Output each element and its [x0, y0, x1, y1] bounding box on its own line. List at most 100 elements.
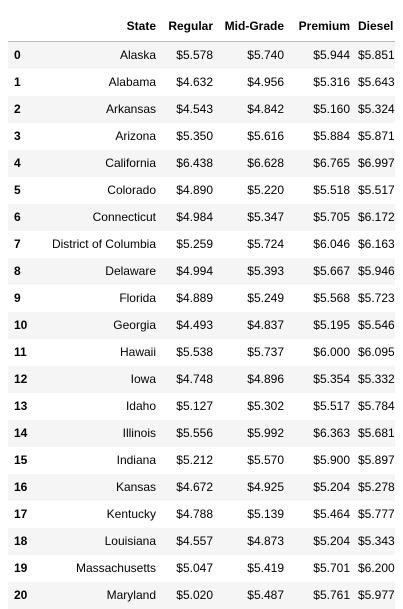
cell-state: Idaho: [125, 399, 156, 413]
table-row: 18 Louisiana $4.557 $4.873 $5.204 $5.343: [8, 527, 395, 555]
table-row: 19 Massachusetts $5.047 $5.419 $5.701 $6.200: [8, 554, 395, 582]
cell-premium: $5.518: [313, 183, 350, 197]
cell-mid-grade: $6.628: [247, 156, 284, 170]
table-row: 15 Indiana $5.212 $5.570 $5.900 $5.897: [8, 446, 395, 474]
table-row: 7 District of Columbia $5.259 $5.724 $6.046 $…: [8, 230, 395, 258]
cell-mid-grade: $5.737: [247, 345, 284, 359]
cell-diesel: $5.546: [358, 318, 395, 332]
cell-diesel: $6.997: [358, 156, 395, 170]
table-row: 1 Alabama $4.632 $4.956 $5.316 $5.643: [8, 68, 395, 96]
cell-mid-grade: $4.837: [247, 318, 284, 332]
table-row: 10 Georgia $4.493 $4.837 $5.195 $5.546: [8, 311, 395, 339]
cell-mid-grade: $5.992: [247, 426, 284, 440]
cell-state: Kentucky: [106, 507, 156, 521]
cell-premium: $5.464: [313, 507, 350, 521]
cell-mid-grade: $4.925: [247, 480, 284, 494]
cell-regular: $4.493: [176, 318, 213, 332]
row-index: 19: [14, 561, 28, 575]
cell-premium: $6.363: [313, 426, 350, 440]
cell-regular: $5.350: [176, 129, 213, 143]
cell-state: Florida: [119, 291, 156, 305]
cell-state: Indiana: [116, 453, 156, 467]
cell-regular: $4.543: [176, 102, 213, 116]
row-index: 1: [14, 75, 21, 89]
cell-regular: $5.212: [176, 453, 213, 467]
row-index: 11: [14, 345, 27, 359]
index-header: [8, 14, 32, 42]
gas-prices-table: State Regular Mid-Grade Premium Diesel 0…: [8, 14, 395, 609]
cell-state: Louisiana: [104, 534, 156, 548]
cell-mid-grade: $5.740: [247, 48, 284, 63]
row-index: 13: [14, 399, 28, 413]
cell-diesel: $6.095: [358, 345, 395, 359]
row-index: 15: [14, 453, 28, 467]
cell-mid-grade: $5.249: [247, 291, 284, 305]
cell-mid-grade: $5.616: [247, 129, 284, 143]
cell-mid-grade: $5.302: [247, 399, 284, 413]
column-header-regular: Regular: [160, 14, 217, 42]
cell-mid-grade: $5.220: [247, 183, 284, 197]
row-index: 14: [14, 426, 28, 440]
cell-state: Maryland: [106, 588, 156, 602]
cell-premium: $5.204: [313, 534, 350, 548]
cell-state: Kansas: [115, 480, 156, 494]
cell-diesel: $5.777: [358, 507, 395, 521]
cell-mid-grade: $5.393: [247, 264, 284, 278]
cell-premium: $5.517: [313, 399, 350, 413]
cell-premium: $5.160: [313, 102, 350, 116]
row-index: 4: [14, 156, 21, 170]
cell-diesel: $5.324: [358, 102, 395, 116]
row-index: 10: [14, 318, 28, 332]
cell-premium: $5.705: [313, 210, 350, 224]
cell-state: Alabama: [108, 75, 156, 89]
cell-regular: $5.020: [176, 588, 213, 602]
cell-mid-grade: $5.570: [247, 453, 284, 467]
row-index: 12: [14, 372, 28, 386]
cell-regular: $5.578: [176, 48, 213, 63]
cell-state: Connecticut: [92, 210, 156, 224]
cell-premium: $5.667: [313, 264, 350, 278]
cell-mid-grade: $5.487: [247, 588, 284, 602]
cell-premium: $5.884: [313, 129, 350, 143]
row-index: 9: [14, 291, 21, 305]
table-row: 12 Iowa $4.748 $4.896 $5.354 $5.332: [8, 365, 395, 393]
cell-diesel: $5.784: [358, 399, 395, 413]
cell-state: Massachusetts: [75, 561, 156, 575]
table-row: 2 Arkansas $4.543 $4.842 $5.160 $5.324: [8, 95, 395, 123]
table-row: 4 California $6.438 $6.628 $6.765 $6.997: [8, 149, 395, 177]
column-header-premium: Premium: [288, 14, 354, 42]
column-header-mid-grade: Mid-Grade: [217, 14, 288, 42]
cell-premium: $5.354: [313, 372, 350, 386]
table-body: 0 Alaska $5.578 $5.740 $5.944 $5.851 1 Alabama $…: [8, 41, 395, 609]
cell-state: Arkansas: [105, 102, 156, 116]
cell-mid-grade: $5.419: [247, 561, 284, 575]
cell-regular: $4.788: [176, 507, 213, 521]
row-index: 0: [14, 48, 21, 63]
row-index: 5: [14, 183, 21, 197]
table-row: 13 Idaho $5.127 $5.302 $5.517 $5.784: [8, 392, 395, 420]
cell-mid-grade: $4.956: [247, 75, 284, 89]
table-row: 0 Alaska $5.578 $5.740 $5.944 $5.851: [8, 41, 395, 69]
table-row: 20 Maryland $5.020 $5.487 $5.761 $5.977: [8, 581, 395, 609]
cell-regular: $5.047: [176, 561, 213, 575]
row-index: 3: [14, 129, 21, 143]
cell-mid-grade: $4.842: [247, 102, 284, 116]
cell-regular: $5.259: [176, 237, 213, 251]
column-header-diesel: Diesel: [354, 14, 395, 42]
cell-regular: $5.127: [176, 399, 213, 413]
cell-state: Delaware: [105, 264, 156, 278]
table-row: 14 Illinois $5.556 $5.992 $6.363 $5.681: [8, 419, 395, 447]
cell-state: Colorado: [107, 183, 156, 197]
cell-regular: $5.556: [176, 426, 213, 440]
cell-diesel: $5.946: [358, 264, 395, 278]
cell-diesel: $5.977: [358, 588, 395, 602]
row-index: 20: [14, 588, 28, 602]
cell-mid-grade: $4.896: [247, 372, 284, 386]
cell-regular: $4.748: [176, 372, 213, 386]
cell-diesel: $6.163: [358, 237, 395, 251]
cell-regular: $6.438: [176, 156, 213, 170]
cell-premium: $6.000: [313, 345, 350, 359]
cell-diesel: $5.681: [358, 426, 395, 440]
cell-state: Alaska: [119, 48, 156, 63]
